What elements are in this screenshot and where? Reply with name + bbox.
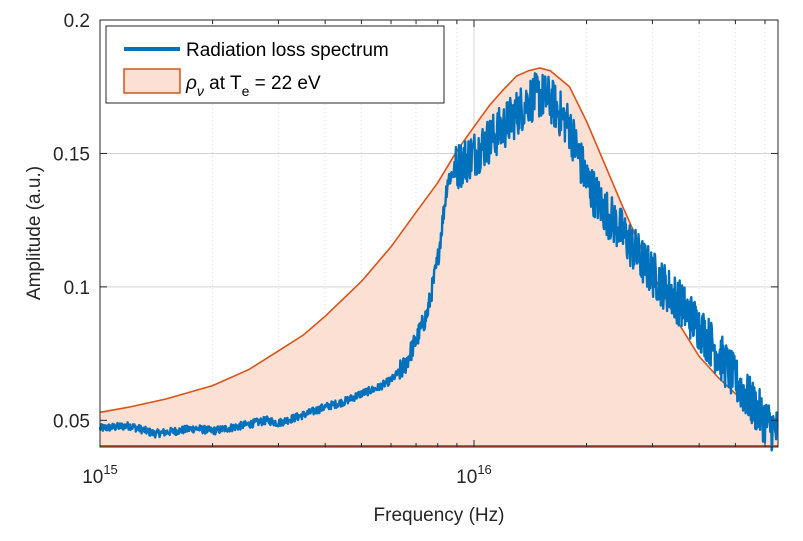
plot-frame [99, 19, 779, 448]
legend-rho-symbol: ρ [185, 73, 197, 94]
y-tick-label: 0.15 [53, 144, 90, 165]
legend-label-rho: ρν at Te = 22 eV [185, 73, 321, 99]
x-axis-label: Frequency (Hz) [374, 505, 505, 526]
x-tick-label-exponent: 16 [477, 462, 491, 477]
legend-nu-subscript: ν [197, 83, 204, 99]
radiation-loss-line [98, 72, 779, 452]
legend-rest-text: = 22 eV [249, 73, 321, 94]
legend-e-subscript: e [242, 83, 250, 99]
y-tick-label: 0.2 [64, 11, 90, 32]
y-axis-label: Amplitude (a.u.) [24, 166, 45, 300]
y-tick-label: 0.05 [53, 411, 90, 432]
x-tick-label-exponent: 15 [103, 462, 117, 477]
y-tick-label: 0.1 [64, 278, 90, 299]
legend: Radiation loss spectrum ρν at Te = 22 eV [105, 25, 445, 104]
x-tick-label-base: 10 [82, 467, 103, 488]
legend-swatch-rho [123, 68, 181, 94]
x-tick-label: 1016 [456, 462, 492, 488]
legend-at-text: at T [204, 73, 242, 94]
x-tick-label-base: 10 [456, 467, 477, 488]
legend-label-radiation: Radiation loss spectrum [186, 40, 389, 61]
x-tick-label: 1015 [82, 462, 118, 488]
rho-area-line [99, 67, 779, 422]
series-layer [98, 67, 779, 452]
